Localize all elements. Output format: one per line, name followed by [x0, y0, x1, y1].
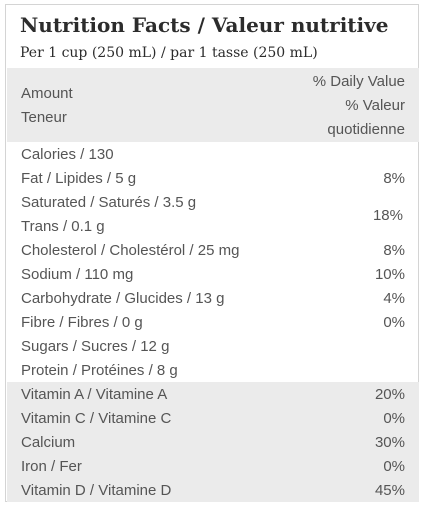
- vitamin-value: 30%: [374, 434, 405, 451]
- nutrient-row: Sugars / Sucres / 12 g: [7, 335, 419, 359]
- vitamin-label: Calcium: [21, 434, 76, 451]
- nutrient-value: 8%: [383, 242, 405, 259]
- vitamin-value: 0%: [383, 458, 405, 475]
- nutrient-row: Carbohydrate / Glucides / 13 g 4%: [7, 287, 419, 311]
- nutrient-row: Fat / Lipides / 5 g 8%: [7, 167, 419, 191]
- vitamins-section: [7, 382, 419, 502]
- vitamin-value: 45%: [374, 482, 405, 499]
- vitamin-label: Vitamin C / Vitamine C: [21, 410, 172, 427]
- nutrient-row: Protein / Protéines / 8 g: [7, 359, 419, 383]
- column-header: Amount Teneur % Daily Value % Valeur quo…: [7, 68, 419, 142]
- nutrient-value: 0%: [383, 314, 405, 331]
- daily-value-header: % Daily Value % Valeur quotidienne: [313, 70, 405, 142]
- nutrient-value: 8%: [383, 170, 405, 187]
- vitamin-value: 20%: [374, 386, 405, 403]
- daily-value-label-fr-2: quotidienne: [327, 121, 405, 138]
- serving-size: Per 1 cup (250 mL) / par 1 tasse (250 mL…: [20, 45, 318, 61]
- nutrient-row: Trans / 0.1 g: [7, 215, 419, 239]
- nutrient-label: Sodium / 110 mg: [21, 266, 134, 283]
- nutrient-row: Sodium / 110 mg 10%: [7, 263, 419, 287]
- nutrient-label: Trans / 0.1 g: [21, 218, 105, 235]
- nutrient-value: 4%: [383, 290, 405, 307]
- vitamin-row: Vitamin C / Vitamine C 0%: [7, 407, 419, 431]
- nutrient-row: Cholesterol / Cholestérol / 25 mg 8%: [7, 239, 419, 263]
- vitamin-row: Iron / Fer 0%: [7, 455, 419, 479]
- nutrient-label: Fat / Lipides / 5 g: [21, 170, 137, 187]
- vitamin-label: Vitamin D / Vitamine D: [21, 482, 172, 499]
- nutrient-label: Sugars / Sucres / 12 g: [21, 338, 170, 355]
- daily-value-label-en: % Daily Value: [312, 73, 405, 90]
- amount-label: Amount: [21, 85, 73, 102]
- vitamin-label: Iron / Fer: [21, 458, 82, 475]
- vitamin-value: 0%: [383, 410, 405, 427]
- panel-title: Nutrition Facts / Valeur nutritive: [20, 13, 389, 37]
- nutrient-value: 10%: [374, 266, 405, 283]
- vitamin-row: Calcium 30%: [7, 431, 419, 455]
- vitamin-row: Vitamin A / Vitamine A 20%: [7, 383, 419, 407]
- amount-header: Amount Teneur: [21, 82, 73, 130]
- saturated-trans-daily-value: 18%: [372, 207, 403, 224]
- teneur-label: Teneur: [21, 109, 67, 126]
- nutrient-label: Fibre / Fibres / 0 g: [21, 314, 143, 331]
- nutrient-row: Fibre / Fibres / 0 g 0%: [7, 311, 419, 335]
- nutrient-label: Saturated / Saturés / 3.5 g: [21, 194, 197, 211]
- nutrient-label: Cholesterol / Cholestérol / 25 mg: [21, 242, 240, 259]
- nutrient-row: Calories / 130: [7, 143, 419, 167]
- nutrient-label: Calories / 130: [21, 146, 114, 163]
- nutrient-label: Carbohydrate / Glucides / 13 g: [21, 290, 225, 307]
- nutrient-row: Saturated / Saturés / 3.5 g: [7, 191, 419, 215]
- nutrient-label: Protein / Protéines / 8 g: [21, 362, 178, 379]
- nutrition-facts-panel: Nutrition Facts / Valeur nutritive Per 1…: [5, 4, 419, 502]
- daily-value-label-fr-1: % Valeur: [345, 97, 405, 114]
- vitamin-row: Vitamin D / Vitamine D 45%: [7, 479, 419, 503]
- vitamin-label: Vitamin A / Vitamine A: [21, 386, 168, 403]
